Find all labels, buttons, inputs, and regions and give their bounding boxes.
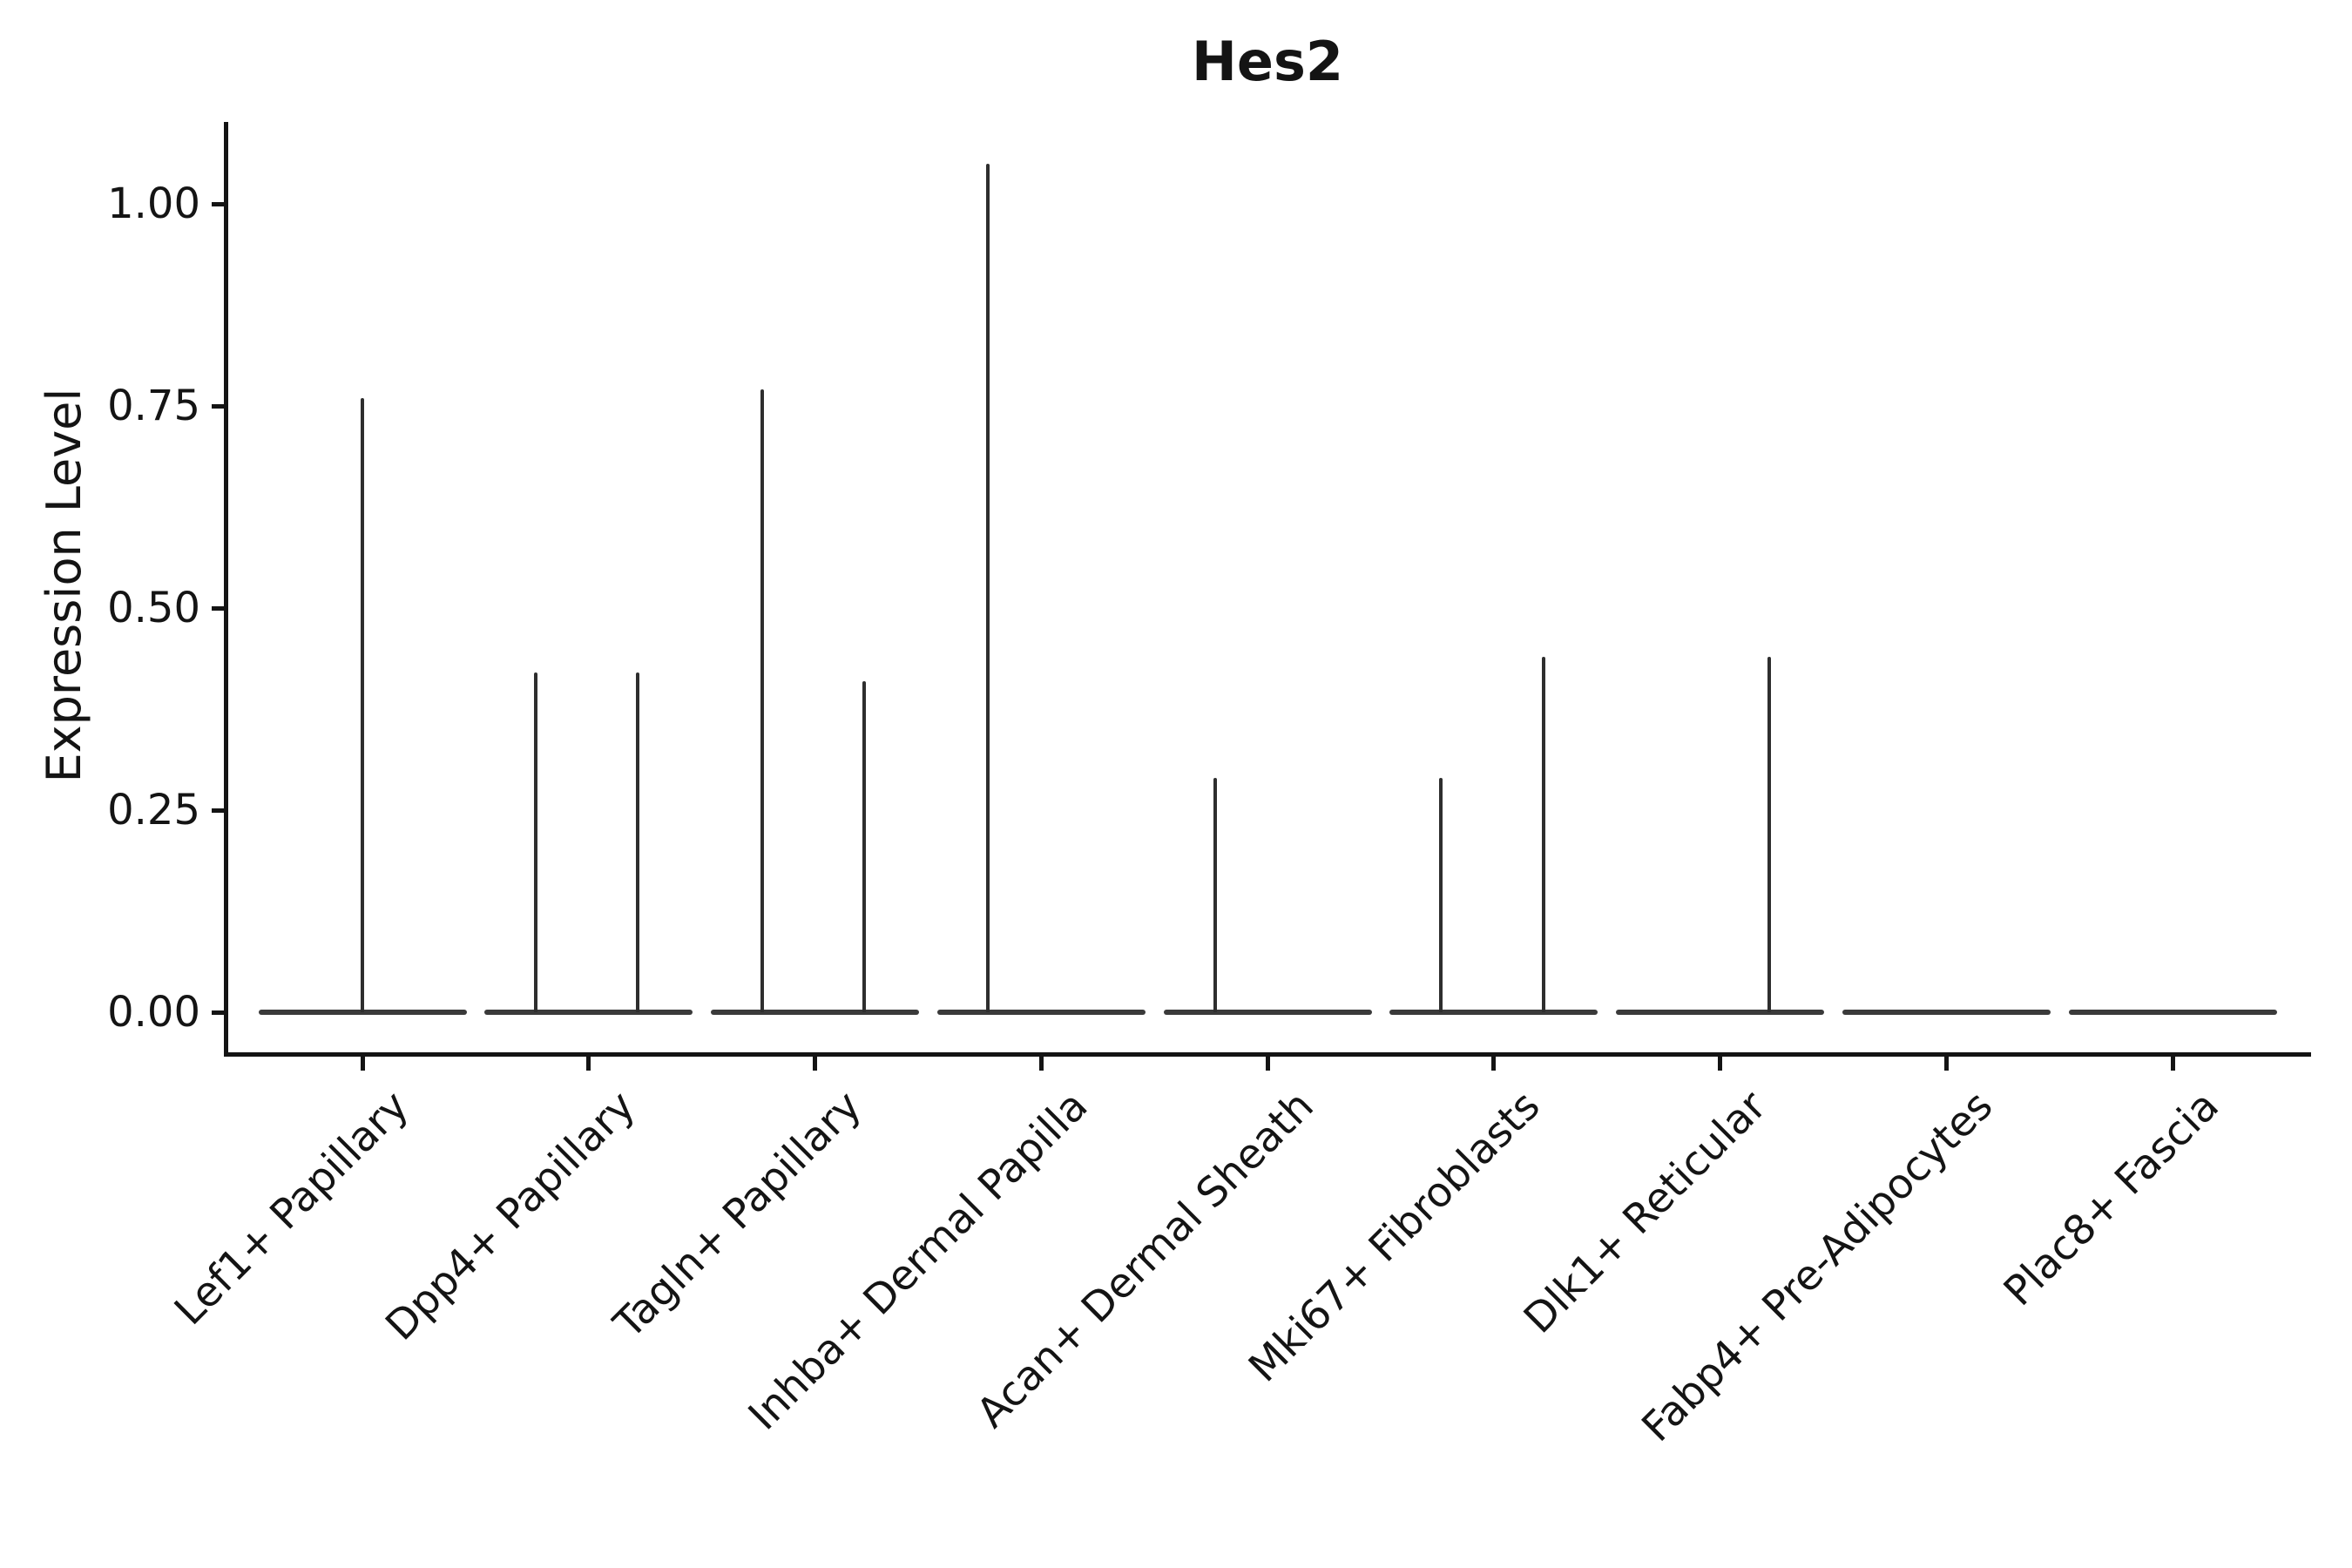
x-tick-label: Tagln+ Papillary: [605, 1082, 871, 1348]
violin-max-spike: [760, 389, 764, 1012]
y-tick: [212, 403, 226, 409]
violin-baseline: [484, 1010, 693, 1015]
violin-max-spike: [862, 680, 866, 1012]
violin-baseline: [1842, 1010, 2051, 1015]
x-tick-label: Dpp4+ Papillary: [376, 1082, 645, 1350]
violin-baseline: [936, 1010, 1146, 1015]
violin-baseline: [1616, 1010, 1824, 1015]
y-tick: [212, 201, 226, 206]
violin-baseline: [258, 1010, 467, 1015]
violin-baseline: [1163, 1010, 1372, 1015]
violin-max-spike: [1438, 777, 1443, 1012]
x-tick: [1718, 1057, 1722, 1071]
x-tick: [813, 1057, 817, 1071]
violin-baseline: [1389, 1010, 1598, 1015]
x-tick: [1943, 1057, 1949, 1071]
y-tick-label: 0.75: [107, 382, 200, 430]
violin-max-spike: [1767, 656, 1771, 1012]
y-tick: [212, 808, 226, 813]
violin-baseline: [2068, 1010, 2277, 1015]
x-tick: [1491, 1057, 1497, 1071]
y-tick: [212, 1010, 226, 1015]
violin-max-spike: [986, 163, 990, 1012]
x-tick-label: Lef1+ Papillary: [165, 1082, 418, 1335]
x-tick-label: Dlk1+ Reticular: [1514, 1082, 1776, 1343]
violin-max-spike: [1213, 777, 1217, 1012]
x-tick: [360, 1057, 365, 1071]
y-tick-label: 1.00: [107, 179, 200, 228]
x-tick: [1038, 1057, 1044, 1071]
violin-baseline: [711, 1010, 919, 1015]
x-axis-spine: [224, 1052, 2311, 1057]
y-tick-label: 0.25: [107, 786, 200, 835]
y-tick-label: 0.00: [107, 988, 200, 1037]
x-tick: [2170, 1057, 2175, 1071]
y-axis-spine: [224, 122, 228, 1057]
violin-max-spike: [1541, 656, 1545, 1012]
violin-max-spike: [635, 672, 639, 1012]
chart-title: Hes2: [1192, 30, 1343, 93]
x-tick-label: Plac8+ Fascia: [1994, 1082, 2228, 1315]
x-tick: [1265, 1057, 1270, 1071]
violin-max-spike: [533, 672, 537, 1012]
x-tick: [586, 1057, 591, 1071]
violin-max-spike: [361, 397, 364, 1012]
y-tick-label: 0.50: [107, 584, 200, 632]
y-tick: [212, 605, 226, 611]
